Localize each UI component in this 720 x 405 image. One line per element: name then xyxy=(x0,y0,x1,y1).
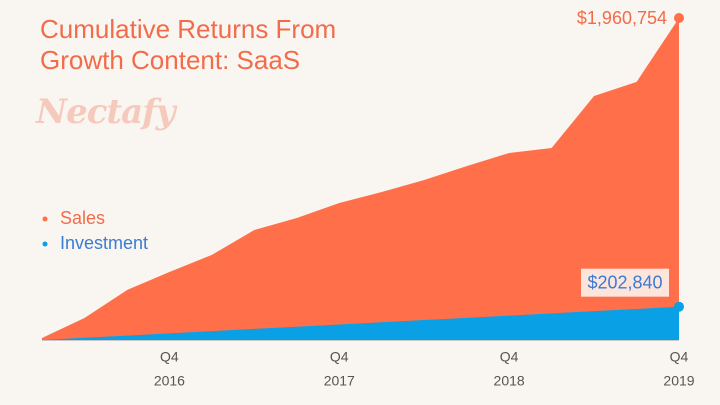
x-tick-label: 2019 xyxy=(663,373,694,389)
legend-label: Sales xyxy=(60,208,105,228)
legend-label: Investment xyxy=(60,233,148,253)
end-point xyxy=(674,13,684,23)
value-label: $202,840 xyxy=(587,272,662,292)
x-tick-label: Q4 xyxy=(330,349,349,365)
chart-title: Cumulative Returns From Growth Content: … xyxy=(40,14,337,75)
legend-bullet xyxy=(42,241,48,247)
x-tick-label: 2016 xyxy=(154,373,185,389)
x-tick-label: 2018 xyxy=(494,373,525,389)
end-point xyxy=(674,301,684,312)
area xyxy=(42,18,679,340)
watermark: Nectafy xyxy=(36,92,176,132)
area xyxy=(42,306,679,340)
x-tick-label: Q4 xyxy=(160,349,179,365)
value-label-bg xyxy=(581,268,669,297)
x-tick-label: Q4 xyxy=(500,349,519,365)
x-tick-label: 2017 xyxy=(324,373,355,389)
x-tick-label: Q4 xyxy=(670,349,689,365)
value-label: $1,960,754 xyxy=(577,8,667,28)
legend-bullet xyxy=(42,216,48,222)
